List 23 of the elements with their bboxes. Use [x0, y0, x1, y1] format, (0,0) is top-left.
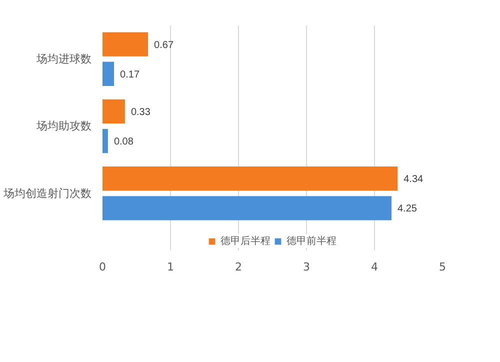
bar — [102, 99, 125, 124]
x-tick-label: 0 — [99, 260, 106, 274]
y-tick-label: 场均进球数 — [36, 52, 92, 66]
bar — [102, 196, 392, 220]
data-label: 4.25 — [398, 204, 418, 215]
data-label: 0.67 — [154, 40, 174, 51]
x-tick-label: 3 — [303, 260, 310, 274]
x-tick-label: 2 — [235, 260, 242, 274]
bar — [102, 62, 114, 86]
x-tick-label: 5 — [439, 260, 446, 274]
data-label: 4.34 — [404, 174, 424, 186]
bar — [102, 32, 148, 56]
y-tick-label: 场均助攻数 — [36, 120, 92, 133]
bar — [102, 166, 398, 191]
data-label: 0.08 — [114, 136, 134, 148]
data-label: 0.17 — [120, 69, 140, 80]
x-tick-label: 1 — [167, 260, 174, 274]
legend-label: 德甲后半程 — [220, 234, 270, 248]
bar — [102, 128, 108, 154]
legend-label: 德甲前半程 — [286, 234, 336, 248]
y-tick-label: 场均创造射门次数 — [2, 186, 92, 200]
x-tick-label: 4 — [371, 260, 378, 274]
data-label: 0.33 — [130, 106, 151, 118]
